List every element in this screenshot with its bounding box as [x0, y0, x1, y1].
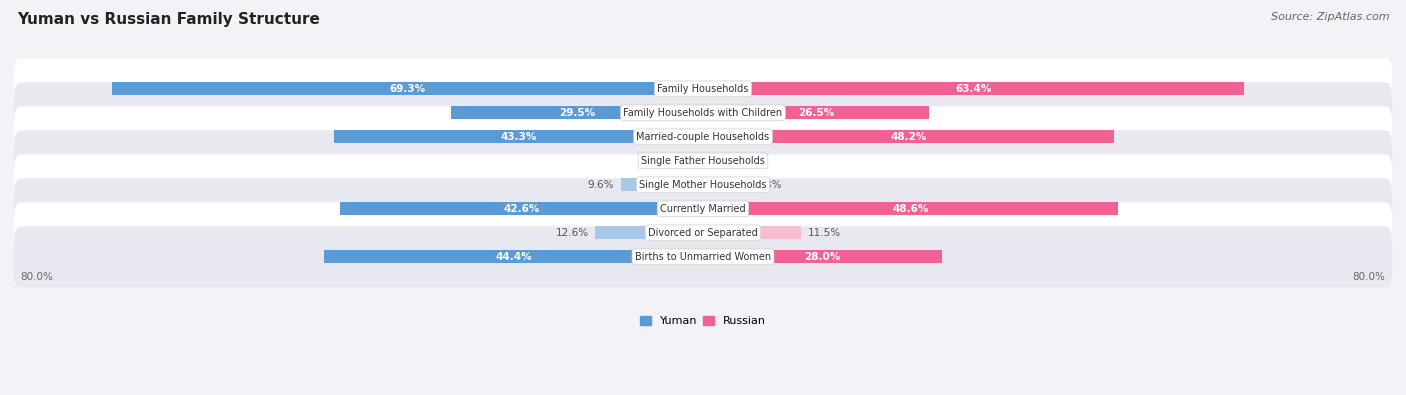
Text: 28.0%: 28.0% [804, 252, 841, 262]
Text: 44.4%: 44.4% [495, 252, 531, 262]
FancyBboxPatch shape [14, 83, 1392, 143]
Bar [451, 106, 703, 119]
Bar [621, 178, 703, 192]
Text: 48.6%: 48.6% [893, 204, 928, 214]
Bar [339, 202, 703, 215]
Text: 26.5%: 26.5% [799, 108, 834, 118]
Text: Currently Married: Currently Married [661, 204, 745, 214]
FancyBboxPatch shape [14, 130, 1392, 191]
Bar [111, 82, 703, 96]
FancyBboxPatch shape [14, 58, 1392, 119]
Text: 5.3%: 5.3% [755, 180, 782, 190]
Bar [703, 106, 929, 119]
FancyBboxPatch shape [14, 154, 1392, 215]
Text: 80.0%: 80.0% [1353, 272, 1385, 282]
Text: 3.3%: 3.3% [641, 156, 668, 166]
Text: 11.5%: 11.5% [808, 228, 841, 238]
Bar [333, 130, 703, 143]
Text: Family Households: Family Households [658, 84, 748, 94]
Text: 80.0%: 80.0% [21, 272, 53, 282]
Text: Births to Unmarried Women: Births to Unmarried Women [636, 252, 770, 262]
Bar [703, 226, 801, 239]
Text: Yuman vs Russian Family Structure: Yuman vs Russian Family Structure [17, 12, 319, 27]
FancyBboxPatch shape [14, 226, 1392, 287]
FancyBboxPatch shape [14, 106, 1392, 167]
Text: 69.3%: 69.3% [389, 84, 426, 94]
FancyBboxPatch shape [14, 202, 1392, 263]
Text: 43.3%: 43.3% [501, 132, 537, 142]
Text: Source: ZipAtlas.com: Source: ZipAtlas.com [1271, 12, 1389, 22]
Text: 2.0%: 2.0% [727, 156, 754, 166]
Text: 48.2%: 48.2% [890, 132, 927, 142]
Bar [703, 154, 720, 167]
Text: Single Mother Households: Single Mother Households [640, 180, 766, 190]
Text: Married-couple Households: Married-couple Households [637, 132, 769, 142]
Bar [325, 250, 703, 263]
Text: 9.6%: 9.6% [588, 180, 614, 190]
Text: 63.4%: 63.4% [955, 84, 991, 94]
Text: Single Father Households: Single Father Households [641, 156, 765, 166]
Bar [675, 154, 703, 167]
Text: 29.5%: 29.5% [560, 108, 595, 118]
Bar [703, 82, 1244, 96]
Bar [703, 130, 1114, 143]
Bar [703, 178, 748, 192]
Bar [703, 250, 942, 263]
Bar [703, 202, 1118, 215]
FancyBboxPatch shape [14, 179, 1392, 239]
Text: Family Households with Children: Family Households with Children [623, 108, 783, 118]
Text: 12.6%: 12.6% [555, 228, 589, 238]
Bar [596, 226, 703, 239]
Text: Divorced or Separated: Divorced or Separated [648, 228, 758, 238]
Legend: Yuman, Russian: Yuman, Russian [636, 311, 770, 331]
Text: 42.6%: 42.6% [503, 204, 540, 214]
